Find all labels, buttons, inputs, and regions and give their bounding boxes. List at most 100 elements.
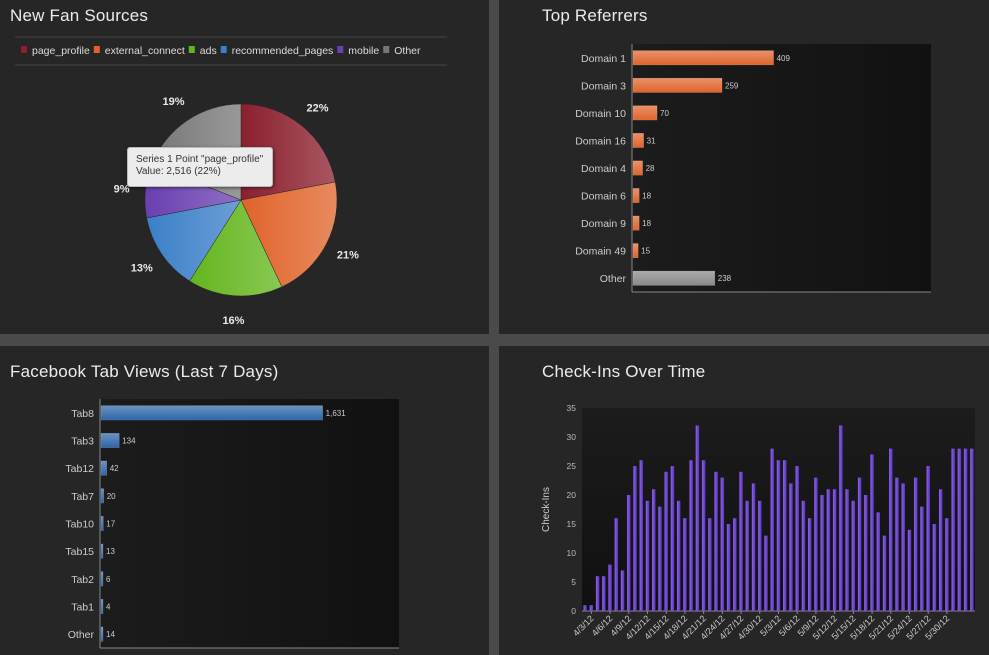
checkin-bar (751, 483, 756, 611)
legend-swatch (188, 46, 195, 53)
tab-category-label: Tab7 (71, 491, 94, 503)
checkin-bar (689, 460, 693, 611)
referrer-value-label: 259 (725, 81, 739, 90)
referrer-bar (632, 243, 639, 259)
legend-swatch (383, 46, 390, 53)
checkin-bar (970, 448, 974, 611)
referrers-panel: Top Referrers Domain 1 409 Domain 3 259 Doma… (499, 0, 989, 334)
checkin-bar (676, 500, 681, 611)
checkin-bar (664, 471, 668, 611)
y-tick-label: 5 (571, 577, 576, 587)
legend-label: Other (394, 45, 421, 57)
tab-category-label: Tab12 (65, 463, 94, 475)
checkin-bar (864, 495, 868, 611)
checkin-bar (776, 460, 781, 611)
checkin-bar (739, 471, 743, 611)
tooltip-line-1: Series 1 Point "page_profile" (136, 154, 264, 165)
tab-value-label: 20 (107, 492, 116, 501)
tab-bar (100, 626, 104, 642)
tab-plot-area (100, 399, 399, 648)
checkins-panel: Check-Ins Over Time 0 5 10 15 20 25 30 35 Check-… (499, 346, 989, 655)
tab-category-label: Tab10 (65, 519, 94, 531)
checkin-bar (789, 483, 793, 611)
referrer-category-label: Domain 3 (581, 80, 626, 92)
checkin-bar (595, 576, 600, 611)
y-tick-label: 35 (567, 403, 577, 413)
tab-bar (100, 488, 104, 504)
legend-label: ads (200, 45, 217, 57)
panel-title: New Fan Sources (10, 6, 149, 25)
checkin-bar (795, 466, 799, 611)
tab-bar (100, 543, 104, 559)
checkin-bar (826, 489, 831, 611)
tab-value-label: 4 (106, 603, 111, 612)
checkins-bar-chart: 05101520253035Check-Ins4/3/124/6/124/9/1… (541, 403, 975, 642)
tab-value-label: 14 (106, 630, 115, 639)
tab-bar (100, 460, 107, 476)
y-tick-label: 25 (567, 461, 577, 471)
checkin-bar (845, 489, 849, 611)
checkin-bar (608, 564, 612, 611)
pie-data-label: 9% (114, 184, 130, 196)
pie-data-label: 16% (222, 315, 244, 327)
checkin-bar (839, 425, 843, 611)
pie-slice-external_connect (240, 181, 338, 288)
referrer-bar (632, 105, 658, 121)
referrer-value-label: 409 (777, 54, 791, 63)
legend-label: page_profile (32, 45, 90, 57)
tab-category-label: Tab1 (71, 602, 94, 614)
checkin-bar (945, 518, 949, 611)
checkin-bar (907, 529, 912, 611)
y-tick-label: 15 (567, 519, 577, 529)
checkin-bar (589, 605, 594, 611)
referrer-category-label: Domain 49 (575, 246, 626, 258)
referrer-bar (632, 133, 644, 148)
legend-swatch (337, 46, 344, 53)
checkin-bar (652, 489, 656, 611)
tab-views-panel: Facebook Tab Views (Last 7 Days) Tab8 1,6… (0, 346, 489, 655)
referrers-bar-chart: Domain 1 409 Domain 3 259 Domain 10 70 Domain … (575, 44, 931, 293)
checkin-bar (633, 466, 637, 611)
panel-title: Facebook Tab Views (Last 7 Days) (10, 362, 279, 381)
checkin-bar (901, 483, 905, 611)
pie-data-label: 13% (131, 262, 153, 274)
y-axis-title: Check-Ins (541, 487, 552, 532)
referrer-bar (632, 160, 643, 176)
pie-slice-recommended_pages (146, 199, 242, 282)
pie-data-label: 22% (306, 103, 328, 115)
tab-value-label: 6 (106, 575, 111, 584)
y-tick-label: 10 (567, 548, 577, 558)
checkin-bar (708, 518, 712, 611)
checkin-bar (801, 500, 806, 611)
checkin-bar (614, 518, 619, 611)
tab-bar (100, 599, 104, 614)
tab-category-label: Tab2 (71, 574, 94, 586)
checkin-bar (602, 576, 606, 611)
tab-value-label: 13 (106, 547, 115, 556)
checkin-bar (733, 518, 737, 611)
referrer-category-label: Domain 10 (575, 108, 626, 120)
checkin-bar (963, 448, 968, 611)
referrer-bar (632, 215, 640, 231)
pie-data-label: 19% (163, 96, 185, 108)
checkin-bar (783, 460, 787, 611)
pie-slice-ads (189, 199, 283, 297)
y-tick-label: 30 (567, 432, 577, 442)
tab-value-label: 17 (106, 520, 115, 529)
tab-bar (100, 516, 104, 531)
referrer-value-label: 28 (646, 164, 655, 173)
referrer-bar (632, 188, 640, 203)
y-tick-label: 20 (567, 490, 577, 500)
referrer-bar (632, 50, 774, 66)
checkin-bar (720, 477, 725, 611)
checkin-bar (814, 477, 818, 611)
legend-swatch (21, 46, 27, 53)
tooltip-line-2: Value: 2,516 (22%) (136, 166, 221, 177)
checkin-bar (627, 495, 631, 611)
checkin-bar (620, 570, 625, 611)
tab-value-label: 42 (110, 464, 119, 473)
checkin-bar (639, 460, 643, 611)
checkin-bar (914, 477, 918, 611)
referrer-bar (632, 270, 716, 286)
